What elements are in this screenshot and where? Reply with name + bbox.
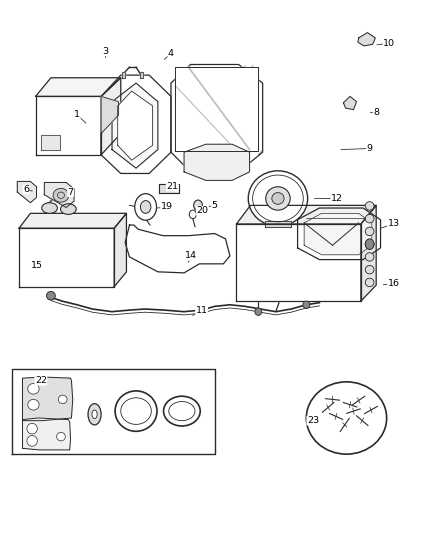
Ellipse shape xyxy=(248,171,307,226)
Polygon shape xyxy=(22,377,73,421)
Polygon shape xyxy=(184,144,250,180)
Text: 19: 19 xyxy=(161,203,173,212)
Ellipse shape xyxy=(58,395,67,403)
Ellipse shape xyxy=(365,240,374,248)
Polygon shape xyxy=(19,213,127,228)
Polygon shape xyxy=(12,368,215,454)
Polygon shape xyxy=(118,91,152,160)
Text: 22: 22 xyxy=(35,376,47,385)
Ellipse shape xyxy=(365,201,374,210)
Text: 4: 4 xyxy=(168,50,174,58)
Polygon shape xyxy=(112,83,158,168)
Polygon shape xyxy=(304,213,372,255)
Ellipse shape xyxy=(255,308,262,316)
Polygon shape xyxy=(171,64,263,172)
Polygon shape xyxy=(19,228,114,287)
Polygon shape xyxy=(358,33,375,46)
Polygon shape xyxy=(159,184,179,193)
Text: 13: 13 xyxy=(388,220,400,229)
Ellipse shape xyxy=(28,399,39,410)
Ellipse shape xyxy=(189,210,196,219)
Ellipse shape xyxy=(42,203,57,213)
Ellipse shape xyxy=(57,432,65,441)
Polygon shape xyxy=(237,205,376,224)
Text: 15: 15 xyxy=(31,261,42,270)
Polygon shape xyxy=(125,225,230,273)
Ellipse shape xyxy=(303,301,310,309)
Polygon shape xyxy=(44,182,74,207)
Polygon shape xyxy=(41,135,60,150)
Ellipse shape xyxy=(194,200,202,211)
Ellipse shape xyxy=(27,423,37,434)
Ellipse shape xyxy=(27,435,37,446)
Ellipse shape xyxy=(272,192,284,204)
Text: 16: 16 xyxy=(388,279,399,288)
Text: 5: 5 xyxy=(212,201,218,210)
Polygon shape xyxy=(22,418,71,450)
Polygon shape xyxy=(101,96,119,134)
Polygon shape xyxy=(237,224,361,301)
Ellipse shape xyxy=(365,278,374,287)
Text: 1: 1 xyxy=(74,110,80,119)
Ellipse shape xyxy=(365,253,374,261)
Ellipse shape xyxy=(365,214,374,223)
Text: 21: 21 xyxy=(166,182,178,191)
Ellipse shape xyxy=(266,187,290,210)
Polygon shape xyxy=(122,72,125,78)
Ellipse shape xyxy=(92,410,97,418)
Polygon shape xyxy=(101,75,171,173)
Text: 14: 14 xyxy=(185,252,197,260)
Polygon shape xyxy=(35,78,121,96)
Text: 11: 11 xyxy=(195,305,208,314)
Ellipse shape xyxy=(28,383,39,394)
Polygon shape xyxy=(101,78,121,155)
Text: 8: 8 xyxy=(373,108,379,117)
Polygon shape xyxy=(35,96,101,155)
Text: 3: 3 xyxy=(102,47,109,55)
Ellipse shape xyxy=(141,200,151,213)
Polygon shape xyxy=(343,96,357,110)
Text: 10: 10 xyxy=(383,39,395,48)
Ellipse shape xyxy=(306,382,387,454)
Ellipse shape xyxy=(135,193,156,220)
Text: 12: 12 xyxy=(331,194,343,203)
Polygon shape xyxy=(114,213,127,287)
Ellipse shape xyxy=(365,265,374,274)
Polygon shape xyxy=(17,181,36,203)
Text: 9: 9 xyxy=(367,144,373,153)
Ellipse shape xyxy=(198,307,205,314)
Polygon shape xyxy=(297,208,381,260)
Ellipse shape xyxy=(46,292,55,300)
Text: 23: 23 xyxy=(307,416,319,425)
Polygon shape xyxy=(361,205,376,301)
Polygon shape xyxy=(140,72,143,78)
Ellipse shape xyxy=(365,227,374,236)
Polygon shape xyxy=(175,67,258,151)
Text: 7: 7 xyxy=(67,188,74,197)
Ellipse shape xyxy=(60,204,76,214)
Ellipse shape xyxy=(88,403,101,425)
Ellipse shape xyxy=(53,188,69,202)
Ellipse shape xyxy=(365,239,374,249)
Text: 6: 6 xyxy=(23,185,29,194)
Polygon shape xyxy=(265,221,291,227)
Text: 20: 20 xyxy=(196,206,208,215)
